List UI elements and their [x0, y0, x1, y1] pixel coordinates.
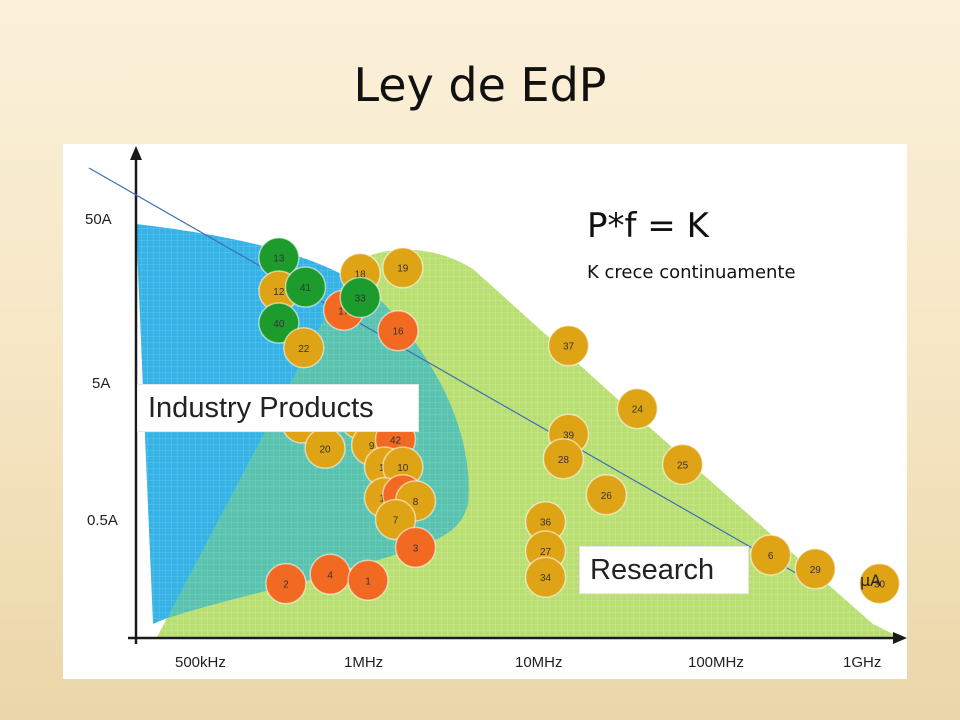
data-point-label: 37 [563, 342, 575, 353]
data-point-bubble [339, 276, 381, 319]
x-tick-label: 10MHz [515, 654, 563, 671]
data-point-bubble [794, 548, 837, 590]
data-point-3: 3 [394, 526, 437, 569]
data-point-label: 27 [540, 547, 552, 558]
data-point-label: 7 [393, 515, 399, 526]
data-point-13: 13 [258, 236, 300, 279]
x-tick-label: 500kHz [175, 654, 226, 671]
data-point-22: 22 [283, 327, 325, 369]
data-point-2: 2 [265, 562, 307, 605]
data-point-bubble [382, 246, 424, 289]
data-point-16: 16 [377, 309, 419, 352]
data-point-label: 9 [369, 441, 375, 452]
data-point-bubble [284, 266, 327, 308]
data-point-bubble [585, 474, 628, 516]
data-point-bubble [258, 302, 300, 344]
data-point-20: 20 [304, 427, 346, 470]
data-point-label: 3 [413, 543, 419, 554]
data-point-bubble [283, 327, 325, 369]
data-point-29: 29 [794, 548, 837, 590]
data-point-label: 18 [355, 269, 367, 280]
data-point-label: 25 [677, 460, 689, 471]
data-point-bubble [661, 443, 704, 486]
data-point-bubble [394, 526, 437, 569]
data-point-bubble [265, 562, 307, 605]
data-point-bubble [616, 387, 659, 430]
data-point-label: 24 [632, 405, 644, 416]
formula-title: P*f = K [587, 206, 709, 246]
data-point-bubble [858, 562, 901, 605]
research-label: Research [579, 546, 749, 594]
data-point-label: 6 [768, 551, 774, 562]
data-point-26: 26 [585, 474, 628, 516]
data-point-label: 36 [540, 518, 552, 529]
data-point-label: 26 [601, 491, 613, 502]
data-point-41: 41 [284, 266, 327, 308]
data-point-19: 19 [382, 246, 424, 289]
data-point-label: 34 [540, 573, 552, 584]
data-point-label: 1 [365, 576, 371, 587]
slide-title: Ley de EdP [353, 58, 607, 112]
data-point-label: 20 [320, 444, 332, 455]
y-tick-label: 0.5A [87, 512, 118, 529]
y-axis-arrow [130, 146, 142, 160]
data-point-40: 40 [258, 302, 300, 344]
data-point-label: 19 [397, 264, 409, 275]
data-point-24: 24 [616, 387, 659, 430]
data-point-34: 34 [524, 556, 567, 598]
data-point-label: 41 [300, 283, 312, 294]
data-points: 1312404122212017183319162394215101158734… [258, 236, 901, 605]
data-point-4: 4 [309, 553, 351, 596]
data-point-bubble [542, 438, 585, 480]
data-point-label: 2 [283, 580, 289, 591]
data-point-label: 16 [392, 327, 404, 338]
x-tick-label: 100MHz [688, 654, 744, 671]
data-point-label: 12 [273, 287, 285, 298]
formula-subtitle: K crece continuamente [587, 262, 796, 283]
chart-panel: 50A 5A 0.5A 500kHz 1MHz 10MHz 100MHz 1GH… [63, 144, 907, 679]
data-point-label: 17 [338, 306, 350, 317]
data-point-label: 22 [298, 344, 310, 355]
data-point-label: 29 [810, 565, 822, 576]
data-point-label: 33 [355, 293, 367, 304]
data-point-33: 33 [339, 276, 381, 319]
data-point-label: 8 [413, 497, 419, 508]
trend-line [88, 167, 816, 585]
data-point-label: 39 [563, 430, 575, 441]
data-point-28: 28 [542, 438, 585, 480]
data-point-label: 4 [327, 570, 333, 581]
industry-products-label: Industry Products [137, 384, 419, 432]
y-tick-label: 50A [85, 211, 112, 228]
data-point-label: 10 [397, 463, 409, 474]
data-point-30: 30 [858, 562, 901, 605]
data-point-label: 30 [874, 580, 886, 591]
x-tick-label: 1GHz [843, 654, 881, 671]
x-axis-arrow [893, 632, 907, 644]
data-point-label: 13 [273, 254, 285, 265]
data-point-bubble [749, 534, 792, 576]
microampere-label: μA [860, 571, 882, 590]
x-tick-label: 1MHz [344, 654, 383, 671]
y-tick-label: 5A [92, 375, 110, 392]
data-point-1: 1 [347, 559, 389, 602]
data-point-37: 37 [547, 324, 590, 367]
data-point-bubble [547, 324, 590, 367]
data-point-6: 6 [749, 534, 792, 576]
data-point-bubble [377, 309, 419, 352]
data-point-label: 42 [390, 435, 402, 446]
data-point-bubble [347, 559, 389, 602]
data-point-label: 40 [273, 319, 285, 330]
data-point-25: 25 [661, 443, 704, 486]
data-point-label: 28 [558, 455, 570, 466]
data-point-bubble [524, 556, 567, 598]
